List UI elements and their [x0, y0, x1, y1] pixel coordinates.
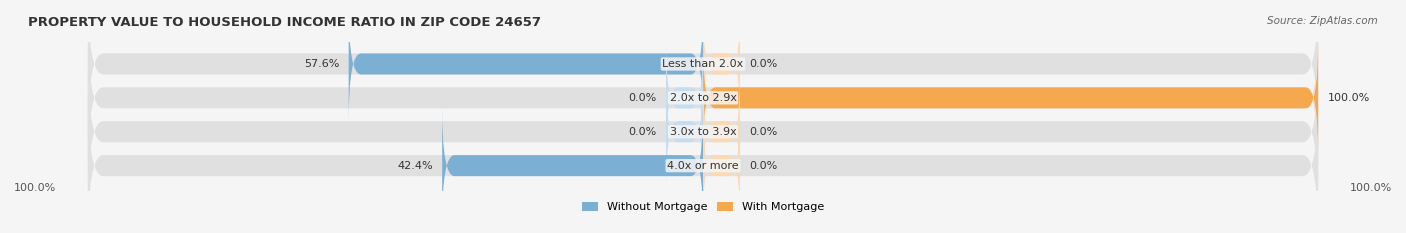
Legend: Without Mortgage, With Mortgage: Without Mortgage, With Mortgage	[582, 202, 824, 212]
FancyBboxPatch shape	[441, 108, 703, 223]
Text: 100.0%: 100.0%	[14, 183, 56, 193]
FancyBboxPatch shape	[703, 108, 740, 223]
Text: 0.0%: 0.0%	[749, 59, 778, 69]
Text: 57.6%: 57.6%	[304, 59, 339, 69]
Text: 0.0%: 0.0%	[628, 127, 657, 137]
Text: 100.0%: 100.0%	[1327, 93, 1369, 103]
Text: Less than 2.0x: Less than 2.0x	[662, 59, 744, 69]
Text: 3.0x to 3.9x: 3.0x to 3.9x	[669, 127, 737, 137]
Text: 0.0%: 0.0%	[749, 127, 778, 137]
Text: Source: ZipAtlas.com: Source: ZipAtlas.com	[1267, 16, 1378, 26]
FancyBboxPatch shape	[87, 58, 1319, 206]
Text: 100.0%: 100.0%	[1350, 183, 1392, 193]
FancyBboxPatch shape	[703, 75, 740, 189]
FancyBboxPatch shape	[703, 41, 1319, 155]
Text: PROPERTY VALUE TO HOUSEHOLD INCOME RATIO IN ZIP CODE 24657: PROPERTY VALUE TO HOUSEHOLD INCOME RATIO…	[28, 16, 541, 29]
Text: 4.0x or more: 4.0x or more	[668, 161, 738, 171]
FancyBboxPatch shape	[87, 0, 1319, 138]
FancyBboxPatch shape	[666, 41, 703, 155]
FancyBboxPatch shape	[666, 75, 703, 189]
FancyBboxPatch shape	[349, 7, 703, 121]
Text: 42.4%: 42.4%	[398, 161, 433, 171]
FancyBboxPatch shape	[703, 7, 740, 121]
Text: 2.0x to 2.9x: 2.0x to 2.9x	[669, 93, 737, 103]
Text: 0.0%: 0.0%	[749, 161, 778, 171]
FancyBboxPatch shape	[87, 91, 1319, 233]
Text: 0.0%: 0.0%	[628, 93, 657, 103]
FancyBboxPatch shape	[87, 24, 1319, 172]
